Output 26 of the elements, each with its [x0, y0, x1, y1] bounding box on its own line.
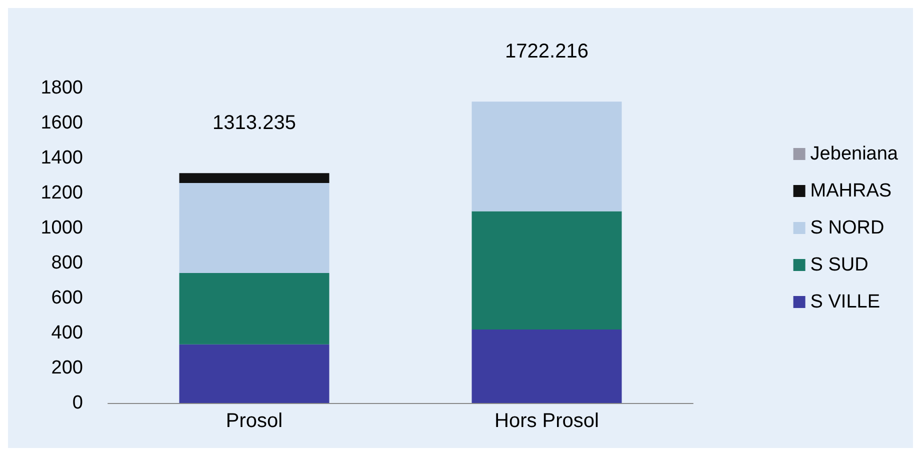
- x-tick-label: Hors Prosol: [494, 410, 599, 432]
- y-tick-label: 1800: [40, 78, 83, 98]
- bar: [179, 173, 330, 183]
- bar: [472, 330, 622, 403]
- y-tick-label: 1600: [40, 112, 83, 134]
- x-tick-label: Prosol: [226, 410, 283, 432]
- y-tick-label: 1000: [40, 218, 83, 238]
- bar: [472, 211, 622, 330]
- y-tick-label: 200: [51, 358, 83, 378]
- total-label: 1722.216: [505, 40, 588, 63]
- y-tick-label: 0: [72, 392, 83, 414]
- y-tick-label: 1400: [40, 148, 83, 168]
- legend-label: S VILLE: [810, 292, 880, 312]
- legend-label: Jebeniana: [810, 144, 898, 164]
- bar: [179, 272, 330, 344]
- legend-label: S SUD: [810, 254, 868, 276]
- bar: [179, 182, 330, 273]
- legend-label: MAHRAS: [810, 180, 892, 202]
- bar: [472, 102, 622, 212]
- y-tick-label: 600: [51, 288, 83, 308]
- y-tick-label: 800: [51, 252, 83, 274]
- legend-label: S NORD: [810, 218, 884, 238]
- y-tick-label: 1200: [40, 182, 83, 204]
- total-label: 1313.235: [212, 112, 296, 134]
- y-tick-label: 400: [51, 322, 83, 344]
- bar: [179, 344, 330, 403]
